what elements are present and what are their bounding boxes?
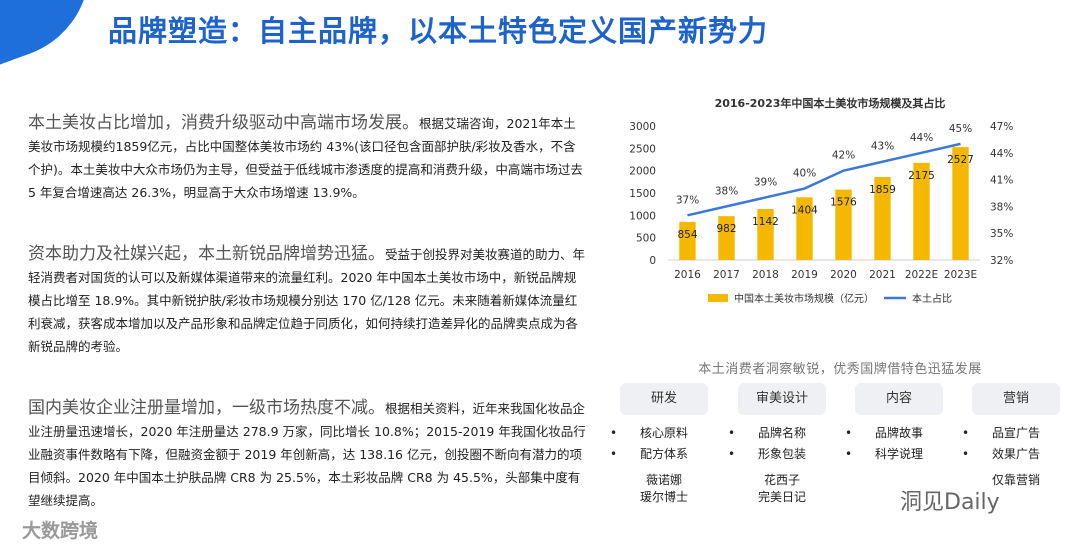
paragraph-2: 资本助力及社媒兴起，本土新锐品牌增势迅猛。受益于创投界对美妆赛道的助力、年轻消费… [28,243,588,358]
x-tick-label: 2018 [752,269,779,281]
paragraph-2-body: 受益于创投界对美妆赛道的助力、年轻消费者对国货的认可以及新媒体渠道带来的流量红利… [28,247,586,354]
bar [835,189,852,260]
bar-value-label: 982 [716,223,736,235]
line-value-label: 45% [949,123,972,135]
feature-head: 审美设计 [738,383,826,415]
bar-value-label: 1142 [752,216,779,228]
page-title: 品牌塑造：自主品牌，以本土特色定义国产新势力 [108,14,769,48]
line-value-label: 40% [793,168,816,180]
feature-item: 形象包装 [728,444,826,465]
paragraph-1: 本土美妆占比增加，消费升级驱动中高端市场发展。根据艾瑞咨询，2021年本土美妆市… [28,112,588,204]
feature-item: 品牌故事 [845,423,943,444]
paragraph-3: 国内美妆企业注册量增加，一级市场热度不减。根据相关资料，近年来我国化妆品企业注册… [28,397,588,512]
paragraph-3-lead: 国内美妆企业注册量增加，一级市场热度不减。 [28,398,385,418]
series-line-local-share [687,142,961,217]
bar-value-label: 1859 [869,184,896,196]
paragraph-1-body: 根据艾瑞咨询，2021年本土美妆市场规模约1859亿元，占比中国整体美妆市场约 … [28,116,583,200]
y-left-tick-label: 2500 [629,143,656,155]
feature-brand: 薇诺娜 [645,473,682,487]
bar [796,197,813,260]
y-left-tick-label: 1000 [629,210,656,222]
x-tick-label: 2022E [905,269,938,281]
y-left-tick-label: 2000 [629,166,656,178]
paragraph-3-body: 根据相关资料，近年来我国化妆品企业注册量迅速增长，2020 年注册量达 278.… [28,401,586,508]
chart-title: 2016-2023年中国本土美妆市场规模及其占比 [714,97,946,110]
y-left-tick-label: 0 [649,255,656,267]
x-tick-label: 2020 [830,269,857,281]
paragraph-2-lead: 资本助力及社媒兴起，本土新锐品牌增势迅猛。 [28,244,385,264]
bar [679,221,696,260]
legend-swatch-bar [708,294,728,302]
bar-value-label: 854 [677,229,697,241]
bar [874,176,891,260]
feature-column-rnd: 研发 核心原料 配方体系 薇诺娜 瑗尔博士 [610,383,708,506]
market-size-chart: 0 500 1000 1500 2000 2500 3000 32% 35% 38% 41% 44% 4… [629,121,1013,305]
feature-item: 科学说理 [845,444,943,465]
x-tick-label: 2016 [674,269,701,281]
corner-decoration [0,0,115,71]
watermark-logo-text: 洞见Daily [900,490,1000,515]
y-right-tick-label: 32% [990,255,1013,267]
feature-column-design: 审美设计 品牌名称 形象包装 花西子 完美日记 [728,383,826,506]
legend-label-bar: 中国本土美妆市场规模（亿元） [734,292,874,305]
bar-value-label: 1576 [830,197,857,209]
bar-value-label: 2175 [908,170,935,182]
y-left-tick-label: 3000 [629,121,656,133]
y-right-tick-label: 47% [990,121,1013,133]
x-tick-label: 2017 [713,269,740,281]
feature-item: 配方体系 [610,444,708,465]
y-right-tick-label: 35% [990,228,1013,240]
y-right-tick-label: 38% [990,201,1013,213]
feature-column-content: 内容 品牌故事 科学说理 [845,383,943,465]
feature-brand: 瑗尔博士 [639,490,688,504]
feature-brand: 仅靠营销 [991,473,1040,487]
y-right-tick-label: 44% [990,148,1013,160]
line-value-label: 37% [676,194,699,206]
x-tick-label: 2023E [944,269,977,281]
line-value-label: 38% [715,185,738,197]
feature-item: 品宣广告 [962,423,1060,444]
feature-brand: 花西子 [763,473,800,487]
y-left-tick-label: 500 [636,233,656,245]
features-title: 本土消费者洞察敏锐，优秀国牌借特色迅猛发展 [698,362,982,377]
line-value-label: 43% [871,141,894,153]
bar [952,147,969,260]
bar [757,208,774,260]
bar-value-label: 1404 [791,204,818,216]
paragraph-1-lead: 本土美妆占比增加，消费升级驱动中高端市场发展。 [28,113,419,133]
feature-head: 研发 [620,383,708,415]
bar-value-label: 2527 [947,154,974,166]
feature-item: 效果广告 [962,444,1060,465]
line-value-label: 39% [754,176,777,188]
feature-item: 核心原料 [610,423,708,444]
bar [718,216,735,260]
feature-head: 内容 [855,383,943,415]
legend-label-line: 本土占比 [912,292,952,305]
line-value-label: 42% [832,150,855,162]
y-left-tick-label: 1500 [629,188,656,200]
feature-head: 营销 [972,383,1060,415]
x-tick-label: 2021 [869,269,896,281]
footer-logo-text: 大数跨境 [22,520,99,542]
feature-column-marketing: 营销 品宣广告 效果广告 仅靠营销 [962,383,1060,489]
y-right-tick-label: 41% [990,175,1013,187]
x-tick-label: 2019 [791,269,818,281]
bar [913,162,930,260]
line-value-label: 44% [910,132,933,144]
feature-item: 品牌名称 [728,423,826,444]
feature-brand: 完美日记 [757,490,806,504]
